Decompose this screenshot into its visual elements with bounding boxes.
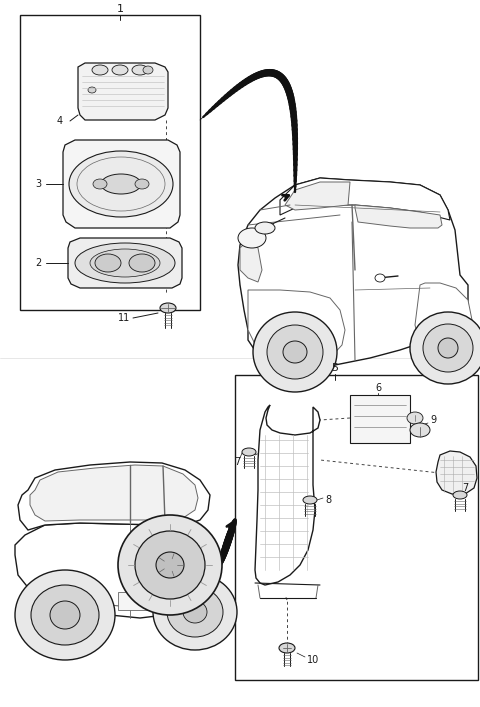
Ellipse shape [95, 254, 121, 272]
Text: 8: 8 [325, 495, 331, 505]
Ellipse shape [118, 515, 222, 615]
Ellipse shape [88, 87, 96, 93]
Ellipse shape [453, 491, 467, 499]
Ellipse shape [101, 174, 141, 194]
Ellipse shape [438, 338, 458, 358]
FancyBboxPatch shape [181, 538, 203, 577]
Bar [350, 395, 410, 443]
Polygon shape [285, 182, 350, 210]
Ellipse shape [112, 65, 128, 75]
Ellipse shape [303, 496, 317, 504]
Bar [235, 375, 478, 680]
Polygon shape [248, 290, 345, 363]
Ellipse shape [410, 312, 480, 384]
Ellipse shape [129, 254, 155, 272]
Ellipse shape [92, 65, 108, 75]
Text: 2: 2 [35, 258, 41, 268]
Ellipse shape [407, 412, 423, 424]
Ellipse shape [15, 570, 115, 660]
Text: 7: 7 [462, 483, 468, 493]
Text: 1: 1 [117, 4, 123, 14]
Ellipse shape [153, 574, 237, 650]
Ellipse shape [132, 65, 148, 75]
Ellipse shape [267, 325, 323, 379]
Polygon shape [63, 140, 180, 228]
Ellipse shape [238, 228, 266, 248]
Polygon shape [415, 283, 472, 358]
Ellipse shape [135, 179, 149, 189]
Ellipse shape [69, 151, 173, 217]
Bar [118, 592, 163, 610]
Ellipse shape [135, 531, 205, 599]
Polygon shape [255, 405, 320, 585]
Text: 5: 5 [332, 363, 338, 373]
Ellipse shape [50, 601, 80, 629]
Polygon shape [436, 451, 477, 494]
Ellipse shape [242, 448, 256, 456]
Text: 7: 7 [234, 457, 240, 467]
Polygon shape [280, 178, 450, 220]
Polygon shape [238, 178, 468, 365]
Ellipse shape [167, 587, 223, 637]
Ellipse shape [183, 601, 207, 623]
Ellipse shape [253, 312, 337, 392]
Ellipse shape [156, 552, 184, 578]
Text: 11: 11 [118, 313, 130, 323]
Ellipse shape [423, 324, 473, 372]
Text: 6: 6 [375, 383, 381, 393]
Ellipse shape [93, 179, 107, 189]
Ellipse shape [143, 66, 153, 74]
Bar [20, 15, 200, 310]
Polygon shape [30, 465, 198, 521]
Ellipse shape [160, 303, 176, 313]
Polygon shape [240, 240, 262, 282]
Ellipse shape [375, 274, 385, 282]
Ellipse shape [279, 643, 295, 653]
Polygon shape [78, 63, 168, 120]
Polygon shape [15, 523, 205, 618]
Text: 10: 10 [307, 655, 319, 665]
Ellipse shape [283, 341, 307, 363]
Ellipse shape [75, 243, 175, 283]
Text: 3: 3 [35, 179, 41, 189]
Polygon shape [18, 462, 210, 530]
Polygon shape [68, 238, 182, 288]
Text: 4: 4 [57, 116, 63, 126]
Ellipse shape [410, 423, 430, 437]
Text: 9: 9 [430, 415, 436, 425]
Ellipse shape [31, 585, 99, 645]
Ellipse shape [90, 249, 160, 277]
Ellipse shape [255, 222, 275, 234]
Polygon shape [355, 205, 442, 228]
